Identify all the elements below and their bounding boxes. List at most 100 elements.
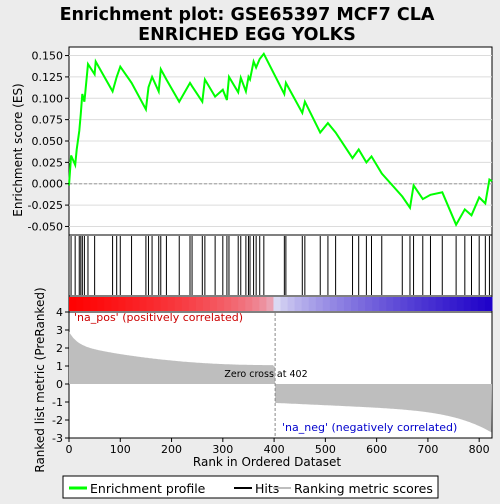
es-ytick-label: 0.050 <box>32 135 64 148</box>
color-bar-segment <box>167 297 176 311</box>
color-bar-segment <box>273 297 281 311</box>
color-bar-segment <box>484 297 493 311</box>
color-bar-segment <box>83 297 91 311</box>
color-bar-segment <box>386 297 394 311</box>
color-bar-segment <box>181 297 190 311</box>
chart-title-line2: ENRICHED EGG YOLKS <box>138 25 356 45</box>
color-bar-segment <box>428 297 437 311</box>
color-bar <box>69 297 493 311</box>
es-ytick-label: 0.100 <box>32 92 64 105</box>
axes-ticks: 0.150 0.125 0.100 0.075 0.050 0.025 0.000 -0.02… <box>28 50 490 456</box>
color-bar-segment <box>456 297 465 311</box>
xtick-label: 700 <box>417 443 438 456</box>
hits-panel <box>68 234 493 297</box>
color-bar-segment <box>111 297 119 311</box>
enrichment-profile-polyline <box>68 51 493 227</box>
color-bar-segment <box>238 297 246 311</box>
x-axis-label: Rank in Ordered Dataset <box>193 455 341 469</box>
color-bar-segment <box>365 297 373 311</box>
color-bar-segment <box>231 297 239 311</box>
color-bar-segment <box>294 297 303 311</box>
es-ytick-label: -0.050 <box>28 220 63 233</box>
color-bar-segment <box>76 297 84 311</box>
color-bar-segment <box>252 297 260 311</box>
color-bar-segment <box>372 297 380 311</box>
y-axis-label-top: Enrichment score (ES) <box>11 83 25 216</box>
color-bar-segment <box>139 297 148 311</box>
color-bar-segment <box>174 297 183 311</box>
color-bar-segment <box>301 297 310 311</box>
xtick-label: 200 <box>161 443 182 456</box>
color-bar-segment <box>266 297 274 311</box>
color-bar-segment <box>224 297 232 311</box>
color-bar-segment <box>470 297 479 311</box>
xtick-label: 300 <box>212 443 233 456</box>
chart-title-line1: Enrichment plot: GSE65397 MCF7 CLA <box>60 5 435 25</box>
rank-ytick-label: 2 <box>56 342 63 355</box>
rank-ytick-label: 3 <box>56 324 63 337</box>
color-bar-segment <box>421 297 430 311</box>
color-bar-segment <box>329 297 338 311</box>
color-bar-segment <box>69 297 77 311</box>
color-bar-segment <box>393 297 401 311</box>
color-bar-segment <box>308 297 317 311</box>
color-bar-segment <box>442 297 451 311</box>
es-ytick-label: 0.075 <box>32 114 64 127</box>
legend-label-enrichment: Enrichment profile <box>90 481 206 496</box>
xtick-label: 0 <box>66 443 73 456</box>
xtick-label: 600 <box>366 443 387 456</box>
color-bar-segment <box>336 297 345 311</box>
rank-ytick-label: -3 <box>52 432 63 445</box>
color-bar-segment <box>245 297 253 311</box>
color-bar-segment <box>132 297 140 311</box>
color-bar-segment <box>358 297 366 311</box>
color-bar-segment <box>118 297 126 311</box>
color-bar-segment <box>97 297 105 311</box>
color-bar-segment <box>90 297 98 311</box>
color-bar-segment <box>449 297 458 311</box>
color-bar-segment <box>202 297 211 311</box>
color-bar-segment <box>160 297 169 311</box>
color-bar-segment <box>146 297 155 311</box>
es-ytick-label: 0.150 <box>32 50 64 63</box>
es-ytick-label: -0.025 <box>28 199 63 212</box>
color-bar-segment <box>435 297 444 311</box>
color-bar-segment <box>407 297 415 311</box>
xtick-label: 400 <box>264 443 285 456</box>
color-bar-segment <box>125 297 133 311</box>
color-bar-segment <box>315 297 324 311</box>
es-ytick-label: 0.125 <box>32 71 64 84</box>
color-bar-segment <box>104 297 112 311</box>
color-bar-segment <box>343 297 352 311</box>
xtick-label: 500 <box>315 443 336 456</box>
color-bar-segment <box>259 297 267 311</box>
rank-ytick-label: 4 <box>56 306 63 319</box>
color-bar-segment <box>463 297 472 311</box>
rank-ytick-label: 1 <box>56 360 63 373</box>
color-bar-segment <box>153 297 162 311</box>
legend-label-hits: Hits <box>255 481 279 496</box>
color-bar-segment <box>414 297 422 311</box>
ranking-metric-positive <box>69 331 276 384</box>
color-bar-segment <box>287 297 296 311</box>
rank-ytick-label: -2 <box>52 414 63 427</box>
es-ytick-label: 0.000 <box>32 178 64 191</box>
es-ytick-label: 0.025 <box>32 156 64 169</box>
zero-cross-label: Zero cross at 402 <box>224 369 307 380</box>
xtick-label: 800 <box>469 443 490 456</box>
enrichment-profile-line <box>68 51 493 227</box>
rank-ytick-label: 0 <box>56 378 63 391</box>
color-bar-segment <box>217 297 225 311</box>
rank-ytick-label: -1 <box>52 396 63 409</box>
color-bar-segment <box>188 297 197 311</box>
color-bar-segment <box>379 297 387 311</box>
ranking-metric-negative <box>275 384 492 433</box>
color-bar-segment <box>195 297 204 311</box>
legend-label-ranking: Ranking metric scores <box>294 481 433 496</box>
color-bar-segment <box>400 297 408 311</box>
color-bar-segment <box>322 297 331 311</box>
neg-label: 'na_neg' (negatively correlated) <box>282 421 457 434</box>
hits-group <box>70 236 490 295</box>
